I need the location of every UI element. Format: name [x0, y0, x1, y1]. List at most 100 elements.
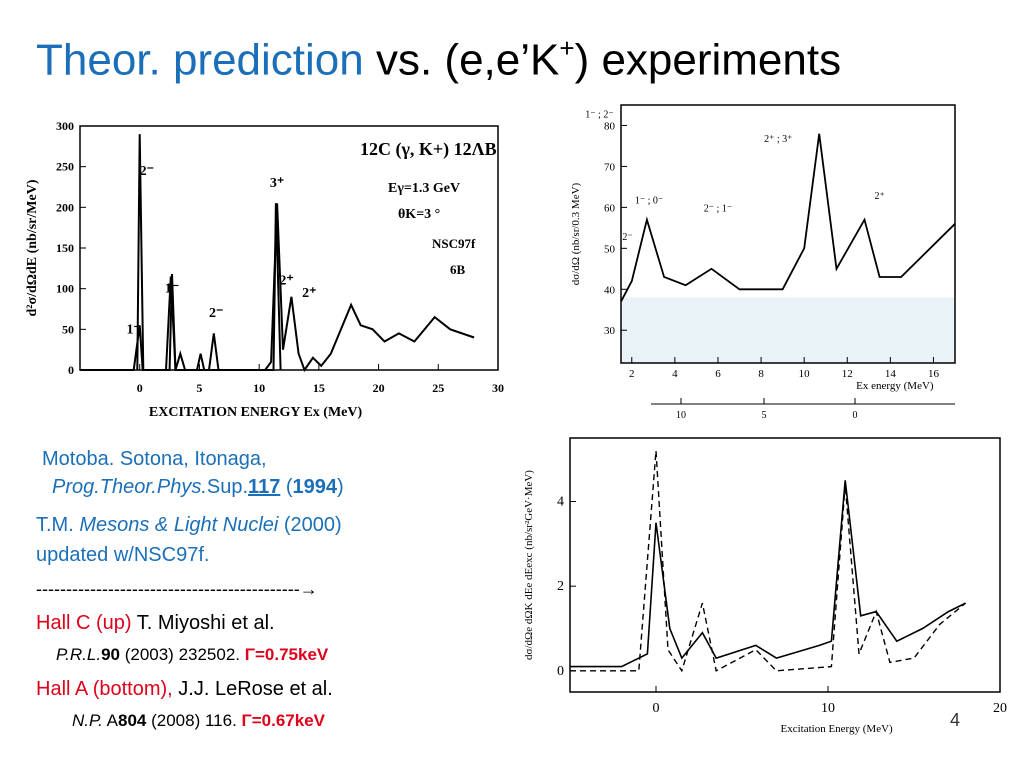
title-part2: vs. (e,e’K	[363, 35, 560, 85]
ref-book-year: (2000)	[278, 514, 342, 536]
title-part3: ) experiments	[574, 35, 842, 85]
ref-divider: ----------------------------------------…	[36, 579, 318, 599]
secondary-tick-label: 10	[676, 410, 686, 421]
peak-label: 3⁺	[270, 176, 284, 191]
halla-citation: N.P. A804 (2008) 116. Γ=0.67keV	[72, 708, 325, 734]
y-tick-label: 200	[56, 200, 74, 214]
peak-label: 2⁺	[302, 286, 316, 301]
title-part1: Theor. prediction	[36, 35, 364, 85]
y-tick-label: 50	[604, 243, 616, 255]
y-tick-label: 0	[68, 363, 74, 377]
y-tick-label: 0	[557, 664, 564, 679]
y-tick-label: 70	[604, 161, 616, 173]
x-tick-label: 16	[928, 368, 940, 380]
model-label: NSC97f	[432, 236, 476, 251]
peak-label: 2⁺ ; 3⁺	[764, 134, 792, 145]
series-line-2	[136, 134, 282, 371]
x-tick-label: 30	[492, 381, 504, 395]
page-number: 4	[950, 710, 961, 730]
chart-theory: 0 5 10 15 20 25 30050100150200250300EXCITATION…	[25, 119, 504, 420]
halla-rest: (2008) 116.	[146, 711, 242, 730]
ref-volume: 117	[248, 476, 281, 498]
y-tick-label: 80	[604, 120, 616, 132]
ref-journal: Prog.Theor.Phys.	[52, 476, 207, 498]
peak-label: 2⁺	[279, 274, 293, 289]
halla-journal: N.P.	[72, 711, 103, 730]
halla-gamma: Γ=0.67keV	[241, 711, 325, 730]
secondary-tick-label: 0	[853, 410, 858, 421]
ref-line-3: T.M. Mesons & Light Nuclei (2000)	[36, 512, 342, 538]
ref-open: (	[280, 476, 293, 498]
x-tick-label: 25	[432, 381, 444, 395]
ref-sup: Sup.	[206, 476, 249, 498]
x-tick-label: 15	[313, 381, 325, 395]
page-title: Theor. prediction vs. (e,e’K+) experimen…	[36, 22, 841, 89]
y-tick-label: 150	[56, 241, 74, 255]
halla-line: Hall A (bottom), J.J. LeRose et al.	[36, 676, 333, 702]
ref-book: Mesons & Light Nuclei	[79, 514, 279, 536]
x-tick-label: 8	[758, 368, 764, 380]
x-tick-label: 6	[715, 368, 721, 380]
x-tick-label: 0	[137, 381, 143, 395]
egamma-label: Eγ=1.3 GeV	[388, 181, 460, 196]
x-tick-label: 12	[842, 368, 853, 380]
x-tick-label: 2	[629, 368, 635, 380]
y-tick-label: 40	[604, 284, 616, 296]
ref-author: T.M.	[36, 514, 80, 536]
x-tick-label: 5	[196, 381, 202, 395]
halla-vol-prefix: A	[102, 711, 118, 730]
x-tick-label: 20	[993, 701, 1007, 716]
hallc-line: Hall C (up) T. Miyoshi et al.	[36, 610, 275, 636]
x-tick-label: 0	[653, 701, 660, 716]
title-sup: +	[559, 33, 575, 63]
ref-line-1: Motoba. Sotona, Itonaga,	[42, 448, 267, 470]
x-tick-label: 10	[799, 368, 811, 380]
x-axis-label: EXCITATION ENERGY Ex (MeV)	[149, 405, 363, 420]
series-line-1	[570, 480, 966, 668]
x-tick-label: 14	[885, 368, 897, 380]
hallc-journal: P.R.L.	[56, 645, 102, 664]
hallc-citation: P.R.L.90 (2003) 232502. Γ=0.75keV	[56, 642, 328, 668]
halla-volume: 804	[118, 711, 147, 730]
y-tick-label: 50	[62, 322, 74, 336]
peak-label: 1⁻ ; 2⁻	[585, 109, 613, 120]
y-tick-label: 250	[56, 160, 74, 174]
x-tick-label: 4	[672, 368, 678, 380]
ref-line-2: Prog.Theor.Phys.Sup.117 (1994)	[52, 474, 344, 500]
peak-label: 2⁻	[622, 232, 632, 243]
theta-label: θK=3 °	[398, 207, 440, 222]
peak-label: 2⁻ ; 1⁻	[704, 203, 732, 214]
hallc-label: Hall C (up)	[36, 612, 132, 634]
y-tick-label: 30	[604, 325, 616, 337]
background-band	[621, 297, 955, 363]
secondary-tick-label: 5	[762, 410, 767, 421]
x-tick-label: 10	[253, 381, 265, 395]
ref-close: )	[337, 476, 344, 498]
plot-frame	[620, 104, 956, 364]
hallc-volume: 90	[101, 645, 120, 664]
halla-authors: J.J. LeRose et al.	[172, 678, 333, 700]
x-axis-label: Excitation Energy (MeV)	[780, 723, 893, 735]
hallc-gamma: Γ=0.75keV	[244, 645, 329, 664]
model2-label: 6B	[450, 262, 466, 277]
y-tick-label: 100	[56, 282, 74, 296]
x-tick-label: 20	[373, 381, 385, 395]
ref-line-4: updated w/NSC97f.	[36, 544, 210, 566]
plot-frame	[569, 437, 1001, 693]
peak-label: 1⁻ ; 0⁻	[635, 195, 663, 206]
reaction-label: 12C (γ, K+) 12ΛB	[360, 139, 497, 160]
peak-label: 1⁻	[127, 322, 141, 337]
peak-label: 2⁻	[140, 164, 154, 179]
ref-year: 1994	[292, 476, 338, 498]
series-line-1	[620, 133, 956, 303]
y-axis-label: d²σ/dΩdE (nb/sr/MeV)	[25, 179, 40, 316]
y-tick-label: 4	[557, 495, 564, 510]
y-tick-label: 300	[56, 119, 74, 133]
peak-label: 1⁻	[165, 282, 179, 297]
peak-label: 2⁻	[209, 306, 223, 321]
peak-label: 2⁺	[874, 191, 884, 202]
halla-label: Hall A (bottom),	[36, 678, 173, 700]
hallc-authors: T. Miyoshi et al.	[131, 612, 275, 634]
series-line-2	[570, 450, 967, 673]
